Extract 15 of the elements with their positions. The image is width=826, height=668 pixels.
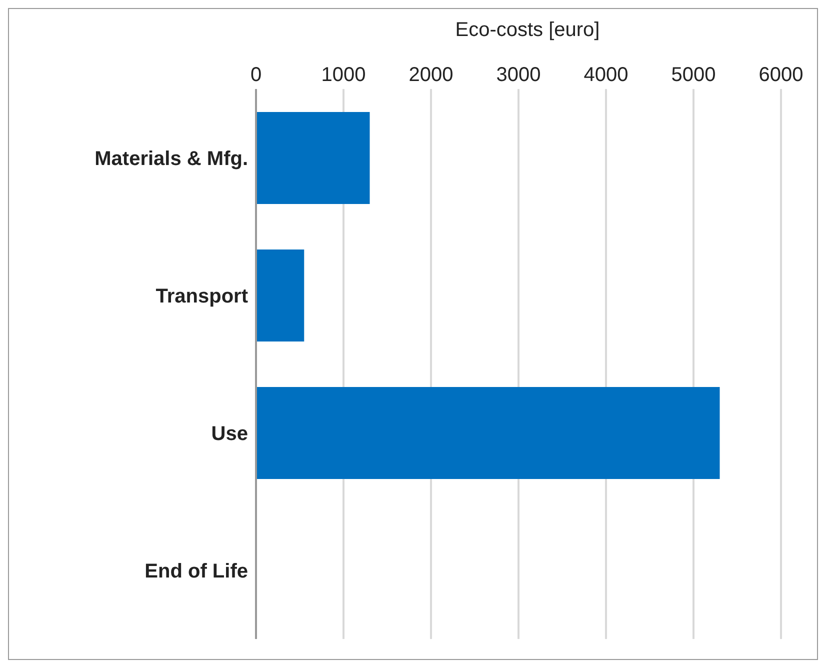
y-tick-label: End of Life xyxy=(144,560,248,582)
x-tick-label: 4000 xyxy=(584,64,628,86)
y-tick-label: Materials & Mfg. xyxy=(94,148,248,170)
bar xyxy=(256,250,304,342)
x-tick-label: 3000 xyxy=(496,64,541,86)
bar xyxy=(256,387,720,479)
x-tick-label: 2000 xyxy=(408,64,454,86)
x-tick-label: 0 xyxy=(250,64,262,86)
x-tick-label: 1000 xyxy=(321,64,366,86)
bar xyxy=(256,112,370,204)
x-tick-label: 5000 xyxy=(671,64,716,86)
y-tick-label: Transport xyxy=(156,285,248,308)
x-tick-label: 6000 xyxy=(758,64,804,86)
y-tick-label: Use xyxy=(211,422,248,445)
x-axis-title: Eco-costs [euro] xyxy=(454,19,601,42)
